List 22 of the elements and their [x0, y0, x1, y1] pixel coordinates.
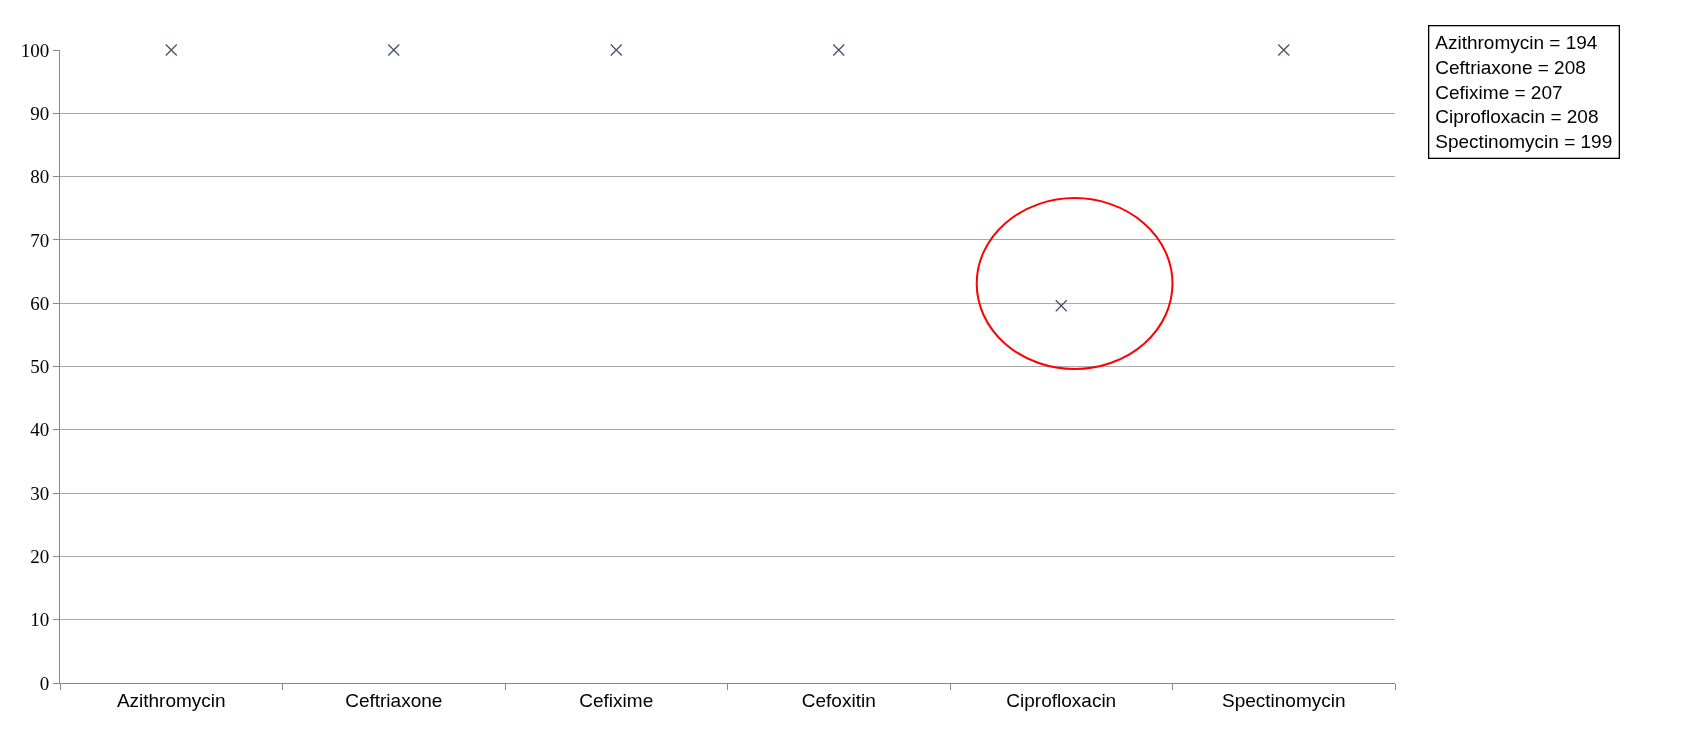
x-tick-label: Ciprofloxacin: [1006, 689, 1117, 711]
x-tick-label: Ceftriaxone: [345, 689, 443, 711]
y-tick-label: 90: [30, 102, 50, 124]
x-tick-label: Spectinomycin: [1221, 689, 1346, 711]
y-tick-label: 60: [30, 292, 50, 314]
x-tick-label: Cefixime: [579, 689, 654, 711]
text: Ceftriaxone = 208: [1435, 57, 1586, 78]
text: Azithromycin = 194: [1435, 32, 1598, 54]
x-tick-label: Azithromycin: [116, 689, 226, 711]
y-tick-label: 50: [30, 356, 50, 378]
y-tick-label: 20: [30, 546, 50, 568]
y-tick-label: 0: [39, 672, 50, 694]
text: Cefixime = 207: [1435, 81, 1563, 103]
y-tick-label: 40: [30, 419, 50, 441]
y-tick-label: 80: [30, 166, 50, 188]
text: Ciprofloxacin = 208: [1435, 106, 1599, 128]
y-tick-label: 70: [30, 229, 50, 251]
y-tick-label: 10: [30, 609, 50, 631]
y-tick-label: 100: [20, 39, 50, 61]
x-tick-label: Cefoxitin: [801, 689, 876, 711]
text: Spectinomycin = 199: [1435, 131, 1613, 153]
y-tick-label: 30: [30, 482, 50, 504]
